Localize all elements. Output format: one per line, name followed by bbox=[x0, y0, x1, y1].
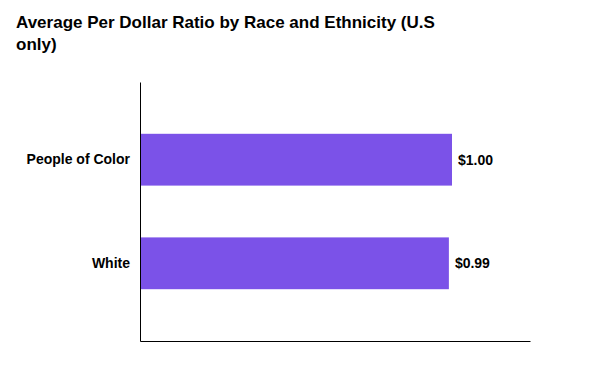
bar bbox=[140, 134, 452, 186]
data-label: $0.99 bbox=[455, 255, 490, 271]
data-label: $1.00 bbox=[458, 152, 493, 168]
y-tick: People of Color bbox=[27, 151, 140, 167]
y-axis: People of Color White bbox=[27, 83, 141, 342]
title-line: Average Per Dollar Ratio by Race and Eth… bbox=[16, 13, 435, 32]
y-tick-label: White bbox=[92, 255, 130, 271]
y-axis-line bbox=[140, 83, 141, 342]
title-line: only) bbox=[16, 35, 57, 54]
bars bbox=[140, 134, 452, 289]
y-tick: White bbox=[92, 255, 140, 271]
plot: People of Color White $1.00 $0.99 bbox=[27, 83, 531, 342]
data-labels: $1.00 $0.99 bbox=[455, 152, 493, 272]
y-tick-label: People of Color bbox=[27, 151, 131, 167]
bar bbox=[140, 237, 449, 289]
title: Average Per Dollar Ratio by Race and Eth… bbox=[16, 13, 435, 54]
chart: Average Per Dollar Ratio by Race and Eth… bbox=[0, 0, 600, 371]
x-axis-line bbox=[141, 341, 531, 342]
x-axis bbox=[141, 341, 531, 342]
